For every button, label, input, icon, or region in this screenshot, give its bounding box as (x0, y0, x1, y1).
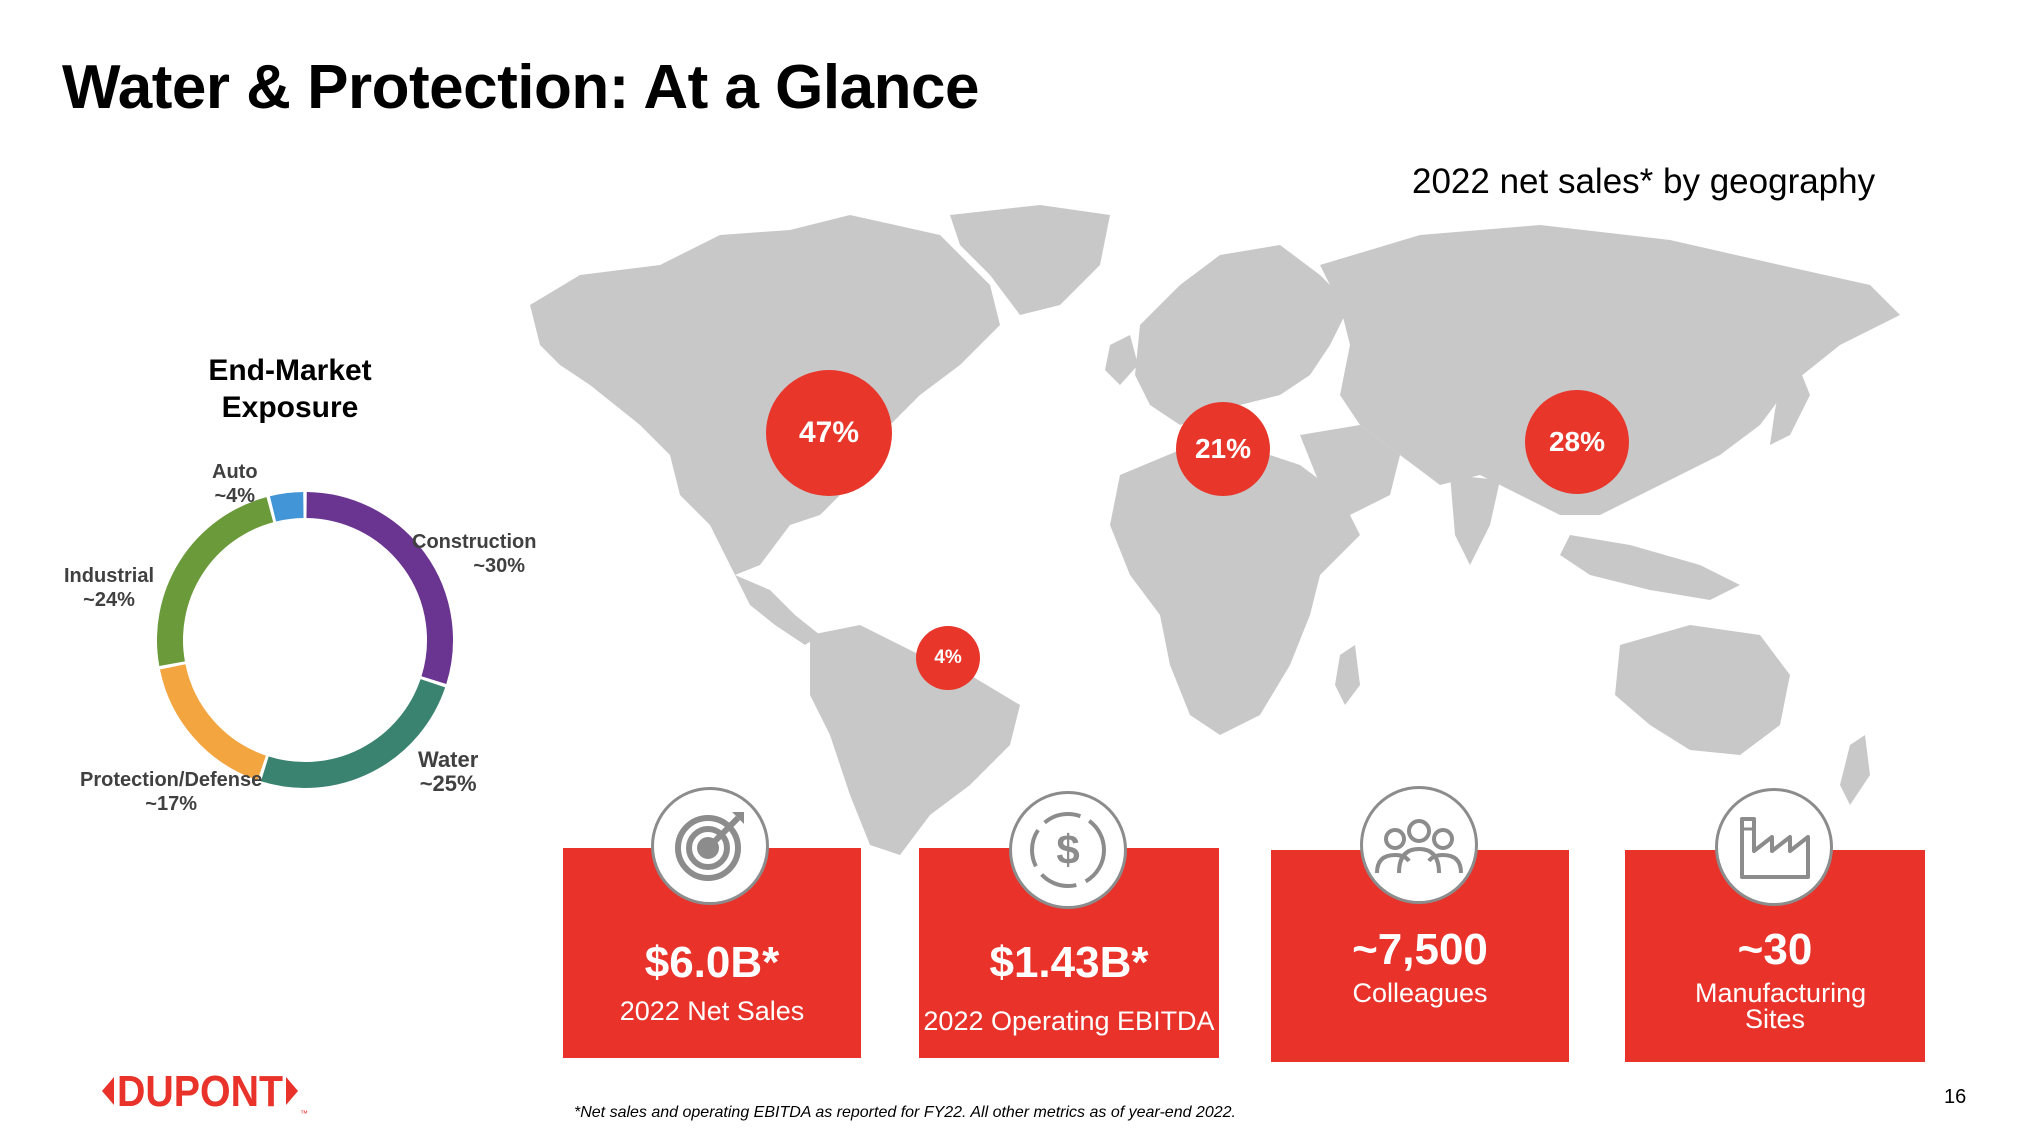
segment-value: ~24% (83, 589, 135, 611)
donut-segment-construction (306, 492, 453, 685)
bubble-europe: 21% (1176, 402, 1270, 496)
factory-icon (1715, 788, 1833, 906)
segment-label-protection: Protection/Defense ~17% (80, 768, 262, 816)
donut-segment-water (260, 678, 446, 788)
segment-label-water: Water ~25% (418, 748, 478, 796)
greenland-landmass (950, 205, 1110, 315)
new-zealand-landmass (1840, 735, 1870, 805)
europe-landmass (1135, 245, 1350, 425)
svg-text:$: $ (1056, 826, 1079, 873)
logo-wordmark: DUPONT (117, 1067, 283, 1116)
segment-name: Construction (412, 531, 537, 553)
metric-value: ~7,500 (1352, 925, 1488, 974)
footnote: *Net sales and operating EBITDA as repor… (574, 1104, 1236, 1121)
donut-segment-protection-defense (159, 663, 267, 781)
segment-name: Industrial (64, 565, 155, 587)
geography-chart-title: 2022 net sales* by geography (1412, 162, 1876, 201)
segment-label-auto: Auto ~4% (212, 460, 258, 508)
central-america-landmass (735, 575, 820, 645)
australia-landmass (1615, 625, 1790, 755)
madagascar-landmass (1335, 645, 1360, 705)
metric-label: 2022 Operating EBITDA (923, 1006, 1215, 1036)
end-market-donut-chart (157, 492, 453, 788)
segment-value: ~17% (145, 793, 197, 815)
segment-name: Protection/Defense (80, 769, 263, 791)
metric-card-colleagues: ~7,500 Colleagues (1271, 850, 1569, 1062)
logo-trademark: ™ (300, 1109, 308, 1118)
target-icon (651, 787, 769, 905)
dollar-icon: $ (1009, 791, 1127, 909)
bubble-north-america: 47% (766, 370, 892, 496)
segment-label-construction: Construction ~30% (412, 530, 536, 578)
segment-name: Water (418, 747, 479, 772)
india-landmass (1450, 475, 1500, 565)
dupont-logo: DUPONT ™ (100, 1062, 310, 1125)
metric-value: ~30 (1737, 925, 1813, 974)
page-number: 16 (1944, 1086, 1967, 1108)
africa-landmass (1110, 445, 1360, 735)
donut-segment-auto (269, 492, 304, 522)
metric-value: $6.0B* (644, 938, 780, 987)
segment-value: ~30% (473, 555, 526, 577)
bubble-asia-pacific: 28% (1525, 390, 1629, 494)
uk-landmass (1105, 335, 1138, 385)
segment-value: ~4% (214, 485, 256, 507)
south-america-landmass (810, 625, 1020, 855)
segment-value: ~25% (419, 771, 477, 796)
metric-label: Manufacturing Sites (1695, 978, 1867, 1034)
metric-label: Colleagues (1352, 978, 1488, 1008)
metric-label: 2022 Net Sales (619, 996, 805, 1026)
donut-chart-title: End-Market Exposure (208, 354, 372, 424)
bubble-latin-america: 4% (916, 626, 980, 690)
north-america-landmass (530, 215, 1000, 575)
japan-landmass (1770, 370, 1810, 445)
donut-segment-industrial (157, 497, 274, 666)
segment-label-industrial: Industrial ~24% (64, 564, 154, 612)
page-title: Water & Protection: At a Glance (62, 53, 979, 122)
middle-east-landmass (1300, 425, 1400, 515)
asia-landmass (1320, 225, 1900, 515)
world-map (530, 205, 1900, 855)
metric-value: $1.43B* (989, 938, 1149, 987)
people-icon (1360, 786, 1478, 904)
southeast-asia-landmass (1560, 535, 1740, 600)
segment-name: Auto (212, 461, 258, 483)
